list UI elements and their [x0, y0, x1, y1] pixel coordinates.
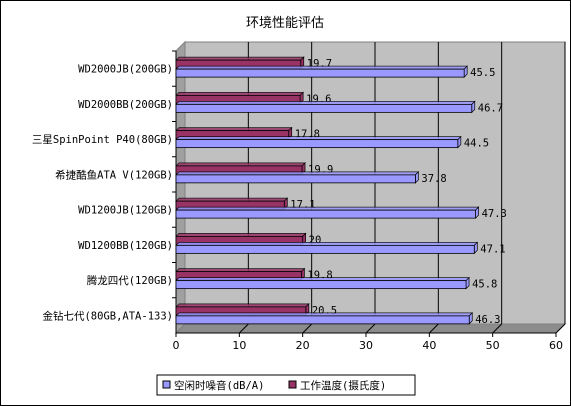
legend-swatch: [288, 380, 297, 389]
chart-title: 环境性能评估: [246, 16, 324, 31]
noise-data-label: 46.3: [475, 314, 500, 326]
noise-bar-top: [175, 206, 480, 211]
noise-bar-top: [175, 312, 474, 317]
noise-data-label: 45.5: [470, 67, 495, 79]
x-tick-label: 40: [422, 339, 436, 352]
noise-bar-top: [175, 277, 470, 281]
noise-bar-top: [175, 171, 420, 176]
x-tick-label: 0: [173, 339, 180, 352]
noise-bar: [175, 315, 470, 325]
temperature-bar-top: [175, 233, 307, 237]
x-gridline-floor: [238, 323, 249, 334]
category-label: 腾龙四代(120GB): [87, 274, 173, 287]
category-label: 三星SpinPoint P40(80GB): [32, 134, 173, 146]
noise-bar-top: [175, 242, 479, 246]
noise-bar: [175, 244, 475, 254]
category-label: WD2000JB(200GB): [78, 64, 173, 76]
noise-data-label: 44.5: [464, 138, 489, 150]
noise-bar: [175, 68, 465, 78]
x-tick-label: 20: [296, 339, 310, 352]
legend-swatch: [162, 380, 171, 389]
noise-data-label: 46.7: [478, 102, 503, 114]
noise-data-label: 37.8: [421, 173, 446, 185]
temperature-bar-top: [175, 162, 306, 167]
noise-bar-top: [175, 101, 476, 105]
noise-bar-top: [175, 65, 469, 70]
category-label: 希捷酷鱼ATA V(120GB): [55, 168, 173, 181]
temperature-bar-top: [175, 303, 310, 308]
plot-left-wall: [175, 40, 186, 335]
legend-label: 工作温度(摄氏度): [300, 379, 386, 392]
category-label: 金钻七代(80GB,ATA-133): [42, 309, 173, 322]
category-label: WD1200BB(120GB): [78, 240, 173, 252]
temperature-bar-top: [175, 268, 306, 272]
temperature-bar-top: [175, 92, 304, 96]
legend-label: 空闲时噪音(dB/A): [174, 379, 264, 392]
x-tick-label: 50: [486, 339, 500, 352]
x-gridline-floor: [428, 323, 439, 334]
x-gridline-floor: [492, 323, 503, 334]
category-label: WD2000BB(200GB): [78, 99, 173, 111]
noise-data-label: 47.3: [482, 208, 507, 220]
legend: 空闲时噪音(dB/A) 工作温度(摄氏度): [156, 374, 416, 396]
category-label: WD1200JB(120GB): [78, 205, 173, 217]
noise-data-label: 47.1: [480, 243, 505, 255]
x-gridline-floor: [365, 323, 376, 334]
noise-bar: [175, 103, 473, 113]
x-tick-label: 60: [549, 339, 563, 352]
noise-bar: [175, 280, 467, 290]
temperature-bar-top: [175, 56, 305, 61]
temperature-bar-top: [175, 197, 289, 202]
noise-bar: [175, 209, 476, 219]
x-gridline-floor: [555, 323, 566, 334]
noise-bar-top: [175, 136, 462, 140]
x-gridline-floor: [302, 323, 313, 334]
legend-box: [156, 374, 416, 396]
noise-bar: [175, 139, 459, 149]
noise-data-label: 45.8: [472, 279, 497, 291]
temperature-bar-top: [175, 127, 293, 131]
noise-bar: [175, 174, 416, 184]
x-tick-label: 30: [359, 339, 373, 352]
x-tick-label: 10: [232, 339, 246, 352]
